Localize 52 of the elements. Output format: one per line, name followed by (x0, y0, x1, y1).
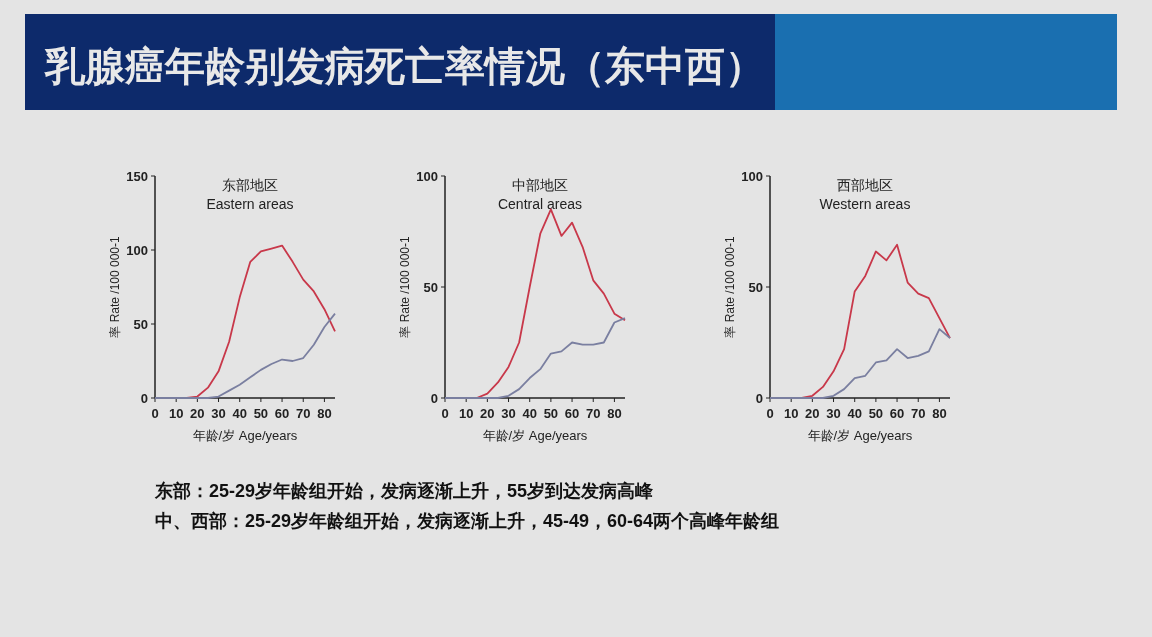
y-tick-label: 100 (741, 169, 763, 184)
x-tick-label: 30 (501, 406, 516, 421)
x-tick-label: 30 (211, 406, 226, 421)
x-tick-label: 70 (586, 406, 601, 421)
x-tick-label: 50 (543, 406, 559, 421)
chart-title: 西部地区 (837, 177, 893, 193)
text: 中、西部：25-29岁年龄组开始，发病逐渐上升，45-49，60-64两个高峰年龄组 (155, 511, 780, 531)
y-tick-label: 100 (126, 243, 148, 258)
text: 东部：25-29岁年龄组开始，发病逐渐上升，55岁到达发病高峰 (154, 481, 655, 501)
heading: 乳腺癌年龄别发病死亡率情况（东中西） (25, 14, 1117, 110)
x-tick-label: 10 (458, 406, 474, 421)
y-tick-label: 50 (748, 280, 763, 295)
x-tick-label: 10 (783, 406, 799, 421)
x-tick-label: 10 (168, 406, 184, 421)
x-tick-label: 0 (766, 406, 774, 421)
x-tick-label: 80 (932, 406, 947, 421)
text: Central areas (497, 196, 583, 212)
x-tick-label: 70 (911, 406, 926, 421)
x-tick-label: 60 (274, 406, 290, 421)
x-axis-title: 年龄/岁 Age/years (482, 428, 588, 443)
x-tick-label: 20 (805, 406, 820, 421)
x-tick-label: 40 (232, 406, 247, 421)
x-tick-label: 30 (826, 406, 841, 421)
x-tick-label: 50 (253, 406, 269, 421)
x-tick-label: 20 (190, 406, 205, 421)
y-tick-label: 50 (133, 317, 148, 332)
x-tick-label: 50 (868, 406, 884, 421)
y-tick-label: 0 (755, 391, 763, 406)
x-tick-label: 60 (564, 406, 580, 421)
y-tick-label: 50 (423, 280, 438, 295)
x-tick-label: 40 (847, 406, 862, 421)
x-axis-title: 年龄/岁 Age/years (192, 428, 298, 443)
text: Western areas (819, 196, 911, 212)
y-tick-label: 150 (126, 169, 148, 184)
chart-title: 中部地区 (512, 177, 568, 193)
x-tick-label: 20 (480, 406, 495, 421)
x-tick-label: 80 (317, 406, 332, 421)
y-tick-label: 0 (140, 391, 148, 406)
x-tick-label: 60 (889, 406, 905, 421)
y-axis-title: 率 Rate /100 000-1 (398, 235, 412, 338)
x-tick-label: 80 (607, 406, 622, 421)
x-tick-label: 40 (522, 406, 537, 421)
text: Eastern areas (206, 196, 294, 212)
x-axis-title: 年龄/岁 Age/years (807, 428, 913, 443)
y-axis-title: 率 Rate /100 000-1 (723, 235, 737, 338)
x-tick-label: 0 (151, 406, 159, 421)
x-tick-label: 0 (441, 406, 449, 421)
y-tick-label: 100 (416, 169, 438, 184)
chart-title: 东部地区 (222, 177, 278, 193)
x-tick-label: 70 (296, 406, 311, 421)
y-tick-label: 0 (430, 391, 438, 406)
y-axis-title: 率 Rate /100 000-1 (108, 235, 122, 338)
